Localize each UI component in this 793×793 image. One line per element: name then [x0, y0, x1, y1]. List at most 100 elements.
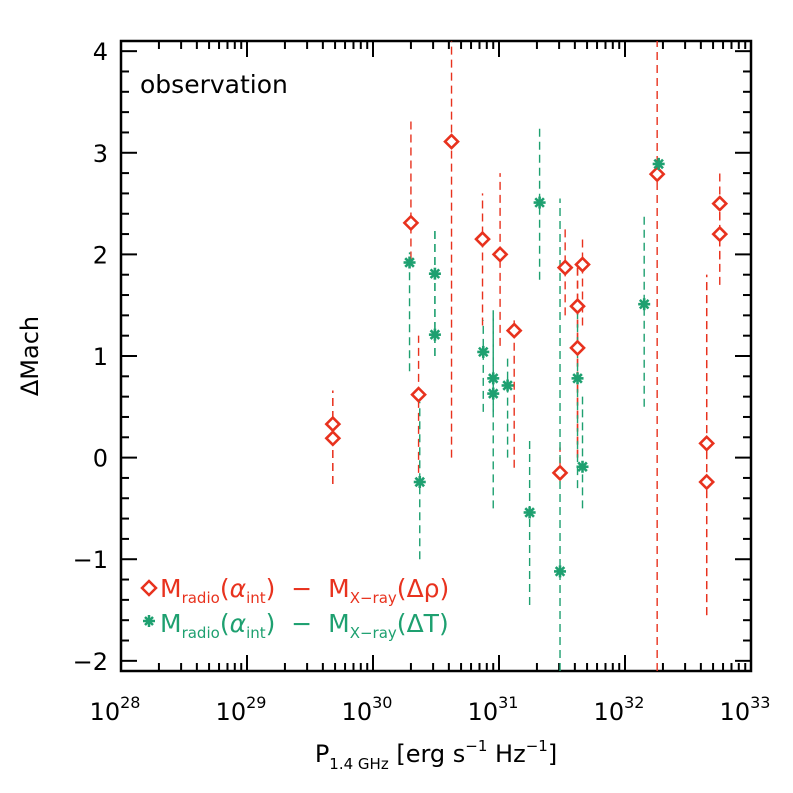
legend-red-delta: Δρ — [407, 574, 440, 603]
y-tick-label: 1 — [93, 343, 108, 371]
data-point-green — [501, 379, 514, 392]
x-axis-label-sup2: −1 — [526, 737, 548, 755]
data-point-red — [569, 297, 586, 315]
legend-green-paren2c: ) — [439, 609, 449, 638]
x-axis-label-units-b: Hz — [487, 740, 525, 768]
axis-ticks — [120, 41, 751, 671]
x-tick-label: 1033 — [720, 693, 771, 726]
data-point-red — [698, 473, 716, 491]
data-point-red — [551, 464, 569, 482]
legend-red-m: M — [160, 574, 182, 603]
legend-marker-red — [140, 579, 158, 597]
x-tick-label-base: 10 — [342, 698, 373, 726]
data-point-red — [648, 165, 666, 183]
legend-label-green: Mradio(αint) − MX−ray(ΔT) — [160, 609, 449, 642]
x-tick-label-base: 10 — [468, 698, 499, 726]
data-point-green — [523, 506, 536, 519]
data-point-green — [477, 345, 490, 358]
y-tick-label: −1 — [73, 546, 108, 574]
data-point-green — [413, 476, 426, 488]
legend-green-m: M — [160, 609, 182, 638]
data-point-red — [324, 429, 342, 447]
data-point-green — [428, 328, 441, 341]
legend-label-red: Mradio(αint) − MX−ray(Δρ) — [160, 574, 449, 607]
legend-green-delta: ΔT — [407, 609, 440, 638]
x-tick-label-exp: 33 — [750, 693, 770, 712]
legend-green-sub3: X−ray — [350, 624, 397, 642]
legend-green-m2: M — [328, 609, 350, 638]
legend-red-paren2: ( — [397, 574, 407, 603]
x-axis-label-sub: 1.4 GHz — [329, 755, 389, 773]
x-tick-label: 1030 — [342, 693, 393, 726]
data-point-red — [410, 386, 427, 403]
data-point-red — [402, 214, 420, 232]
legend-green-sub1: radio — [182, 624, 220, 642]
x-tick-label-exp: 31 — [498, 693, 518, 712]
data-point-red — [505, 322, 523, 339]
legend-red-minus: − — [275, 574, 328, 603]
x-axis-label-sup1: −1 — [465, 737, 487, 755]
x-tick-label: 1031 — [468, 693, 519, 726]
legend: Mradio(αint) − MX−ray(Δρ) Mradio(αint) −… — [140, 574, 449, 642]
legend-green-sub2: int — [246, 624, 266, 642]
data-point-red — [574, 256, 591, 273]
data-point-green — [428, 267, 441, 280]
x-axis-label-main: P — [315, 740, 329, 768]
x-tick-label-base: 10 — [594, 698, 625, 726]
x-tick-label-base: 10 — [720, 698, 751, 726]
x-tick-label-exp: 28 — [120, 693, 140, 712]
data-point-red — [443, 133, 460, 150]
legend-green-paren1c: ) — [266, 609, 276, 638]
data-point-green — [571, 372, 584, 385]
legend-red-paren1c: ) — [266, 574, 276, 603]
data-point-red — [711, 225, 729, 243]
y-tick-label: 4 — [93, 38, 108, 66]
y-axis-label: ΔMach — [16, 316, 44, 396]
data-point-red — [491, 246, 509, 263]
x-axis-label-units-c: ] — [548, 740, 557, 768]
legend-red-sub3: X−ray — [350, 589, 397, 607]
x-tick-label: 1029 — [216, 693, 267, 726]
data-point-green — [554, 565, 567, 578]
panel-annotation: observation — [140, 70, 288, 99]
legend-marker-green — [143, 615, 155, 627]
x-tick-label-exp: 32 — [624, 693, 644, 712]
data-point-red — [569, 339, 586, 357]
y-tick-label: 3 — [93, 140, 108, 168]
data-point-green — [403, 256, 416, 269]
legend-red-sub1: radio — [182, 589, 220, 607]
y-tick-label: −2 — [73, 648, 108, 676]
legend-red-paren2c: ) — [440, 574, 450, 603]
data-markers — [324, 133, 729, 578]
data-point-red — [556, 259, 574, 276]
data-point-green — [487, 387, 500, 400]
legend-green-paren2: ( — [397, 609, 407, 638]
legend-green-paren1: ( — [220, 609, 230, 638]
data-point-green — [533, 196, 546, 209]
data-point-red — [474, 230, 491, 248]
data-point-green — [638, 298, 651, 311]
legend-green-alpha: α — [230, 609, 247, 638]
x-tick-label-exp: 29 — [246, 693, 266, 712]
data-point-red — [698, 435, 716, 452]
legend-red-paren1: ( — [220, 574, 230, 603]
x-tick-label-exp: 30 — [372, 693, 392, 712]
data-point-green — [652, 157, 665, 170]
data-point-green — [576, 460, 589, 473]
x-tick-label: 1032 — [594, 693, 645, 726]
y-tick-label: 0 — [93, 445, 108, 473]
error-bars — [332, 41, 721, 671]
x-axis-label-units-a: [erg s — [389, 740, 466, 768]
legend-red-sub2: int — [246, 589, 266, 607]
y-tick-label: 2 — [93, 241, 108, 269]
legend-red-alpha: α — [230, 574, 247, 603]
legend-green-minus: − — [275, 609, 328, 638]
x-tick-label-base: 10 — [216, 698, 247, 726]
data-point-green — [487, 372, 500, 385]
legend-red-m2: M — [328, 574, 350, 603]
x-tick-label: 1028 — [90, 693, 141, 726]
data-point-red — [324, 415, 342, 433]
data-point-red — [711, 195, 729, 212]
